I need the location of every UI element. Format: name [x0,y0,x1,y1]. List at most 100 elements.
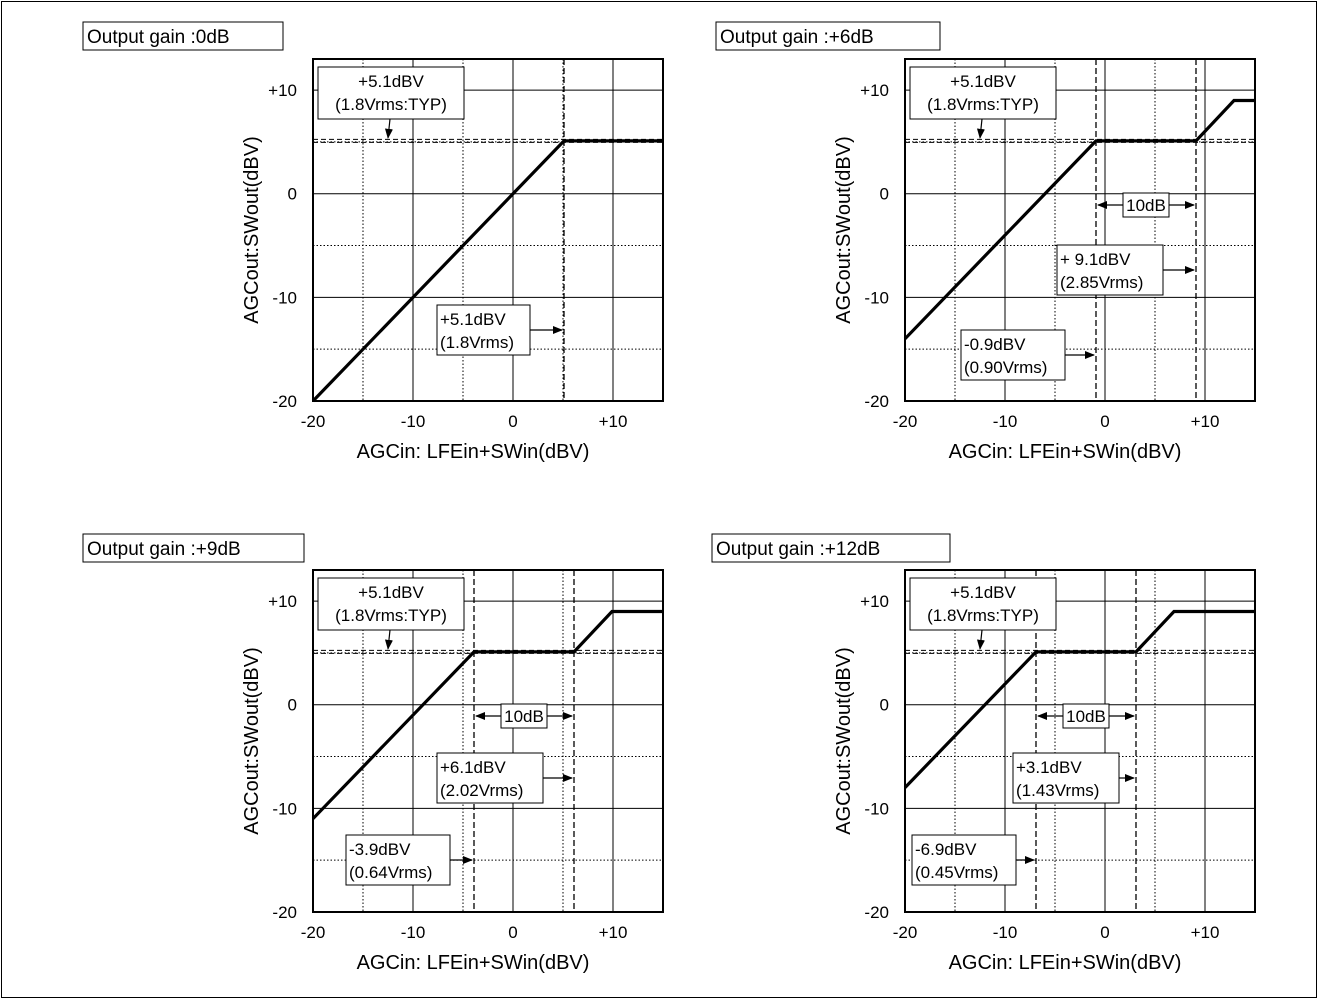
x-tick-label: 0 [508,412,517,431]
x-tick-label: +10 [599,412,628,431]
chart-panel-2: Output gain :+6dB -20 -10 0 +10 -20 -10 0 +10 AGC… [715,21,1256,463]
y-tick-label: -20 [864,392,889,411]
span-label: 10dB [1066,707,1106,726]
ref-label-arrow [976,629,985,650]
series-line [903,98,1255,340]
x-tick-label: +10 [599,923,628,942]
ref-label-line2: (1.8Vrms:TYP) [335,606,447,625]
y-tick-label: 0 [880,185,889,204]
series-line [311,139,663,403]
x-tick-label: -20 [301,412,326,431]
y-tick-label: -10 [272,288,297,307]
marker-label-box [911,834,1017,886]
ref-label-box [317,66,465,120]
y-tick-label: 0 [880,696,889,715]
x-axis-label: AGCin: LFEin+SWin(dBV) [357,441,590,463]
marker-label-line1: +3.1dBV [1016,758,1082,777]
x-axis-label: AGCin: LFEin+SWin(dBV) [949,952,1182,974]
y-axis-label: AGCout:SWout(dBV) [833,136,855,323]
marker-label-line2: (2.85Vrms) [1060,273,1143,292]
marker-label-line2: (2.02Vrms) [440,781,523,800]
marker-label-line1: -6.9dBV [915,840,977,859]
chart-title: Output gain :+6dB [720,27,874,48]
span-label-box [1062,703,1110,729]
y-tick-label: 0 [288,185,297,204]
marker-label-line2: (0.45Vrms) [915,863,998,882]
marker-label-line1: + 9.1dBV [1060,250,1131,269]
y-axis-label: AGCout:SWout(dBV) [241,647,263,834]
y-tick-label: -20 [272,392,297,411]
x-tick-label: -20 [301,923,326,942]
marker-label-line1: +6.1dBV [440,758,506,777]
marker-label-line1: -0.9dBV [964,335,1026,354]
ref-label-line1: +5.1dBV [950,72,1016,91]
series-line [903,609,1255,789]
span-label: 10dB [1126,196,1166,215]
plot-frame [312,58,664,402]
ref-label-arrow [384,629,393,650]
y-tick-label: +10 [860,81,889,100]
chart-panel-1: Output gain :0dB -20 -10 0 +10 -20 -10 0 +10 AGCi… [82,21,664,463]
x-tick-label: -20 [893,923,918,942]
y-tick-label: -10 [272,799,297,818]
marker-label-line1: +5.1dBV [440,310,506,329]
ref-label-line2: (1.8Vrms:TYP) [927,606,1039,625]
chart-title-box [711,533,951,563]
y-tick-label: -10 [864,799,889,818]
ref-label-box [909,577,1057,631]
y-tick-label: +10 [268,81,297,100]
ref-label-line1: +5.1dBV [950,583,1016,602]
plot-frame [312,569,664,913]
series-line [311,609,663,820]
marker-label-box [1012,752,1120,804]
ref-label-line1: +5.1dBV [358,583,424,602]
marker-label-box [1056,244,1164,296]
y-axis-label: AGCout:SWout(dBV) [241,136,263,323]
y-tick-label: +10 [268,592,297,611]
plot-frame [904,569,1256,913]
span-label: 10dB [504,707,544,726]
y-axis-label: AGCout:SWout(dBV) [833,647,855,834]
marker-label-box [960,329,1066,381]
chart-title-box [82,533,305,563]
ref-label-box [317,577,465,631]
marker-label-line2: (0.90Vrms) [964,358,1047,377]
chart-panel-4: Output gain :+12dB -20 -10 0 +10 -20 -10 0 +10 AG… [711,533,1256,974]
chart-title-box [715,21,941,51]
y-tick-label: -20 [272,903,297,922]
ref-label-line2: (1.8Vrms:TYP) [927,95,1039,114]
x-tick-label: 0 [508,923,517,942]
chart-title: Output gain :+9dB [87,539,241,560]
x-tick-label: -10 [993,923,1018,942]
ref-label-box [909,66,1057,120]
ref-label-line1: +5.1dBV [358,72,424,91]
x-tick-label: -20 [893,412,918,431]
span-label-box [1122,192,1170,218]
chart-title-box [82,21,284,51]
marker-label-line2: (1.43Vrms) [1016,781,1099,800]
marker-label-box [345,834,451,886]
plot-frame [904,58,1256,402]
ref-label-line2: (1.8Vrms:TYP) [335,95,447,114]
x-axis-label: AGCin: LFEin+SWin(dBV) [357,952,590,974]
marker-label-line2: (0.64Vrms) [349,863,432,882]
x-tick-label: 0 [1100,923,1109,942]
chart-title: Output gain :+12dB [716,539,880,560]
x-tick-label: -10 [401,412,426,431]
y-tick-label: -20 [864,903,889,922]
marker-label-line1: -3.9dBV [349,840,411,859]
x-tick-label: +10 [1191,923,1220,942]
x-tick-label: -10 [993,412,1018,431]
y-tick-label: -10 [864,288,889,307]
chart-title: Output gain :0dB [87,27,230,48]
x-tick-label: +10 [1191,412,1220,431]
y-tick-label: +10 [860,592,889,611]
y-tick-label: 0 [288,696,297,715]
marker-label-line2: (1.8Vrms) [440,333,514,352]
x-tick-label: 0 [1100,412,1109,431]
x-axis-label: AGCin: LFEin+SWin(dBV) [949,441,1182,463]
ref-label-arrow [976,118,985,139]
marker-label-box [436,304,531,356]
